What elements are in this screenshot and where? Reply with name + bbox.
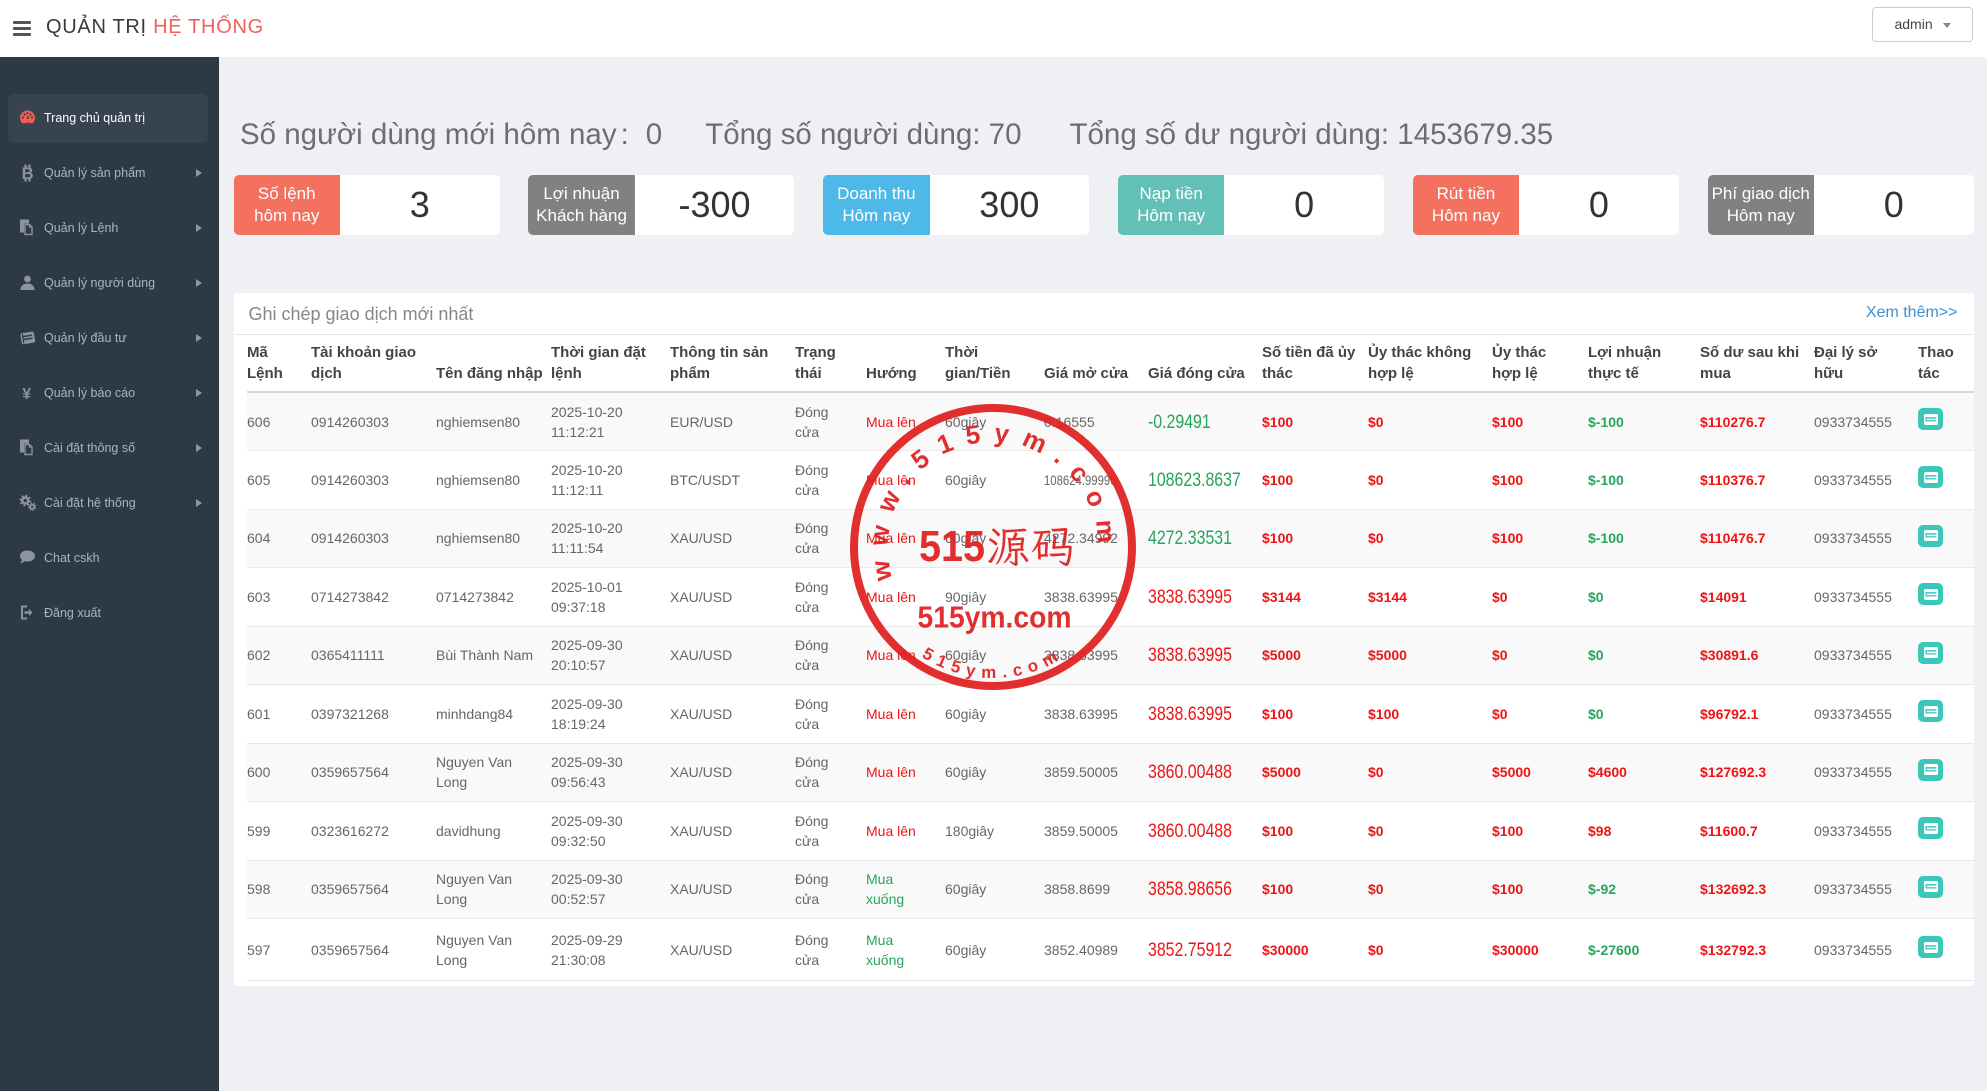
svg-text:¥: ¥	[22, 386, 31, 402]
svg-text:515: 515	[919, 522, 985, 571]
svg-text:515ym.com: 515ym.com	[918, 600, 1072, 635]
svg-text:B: B	[22, 165, 34, 181]
